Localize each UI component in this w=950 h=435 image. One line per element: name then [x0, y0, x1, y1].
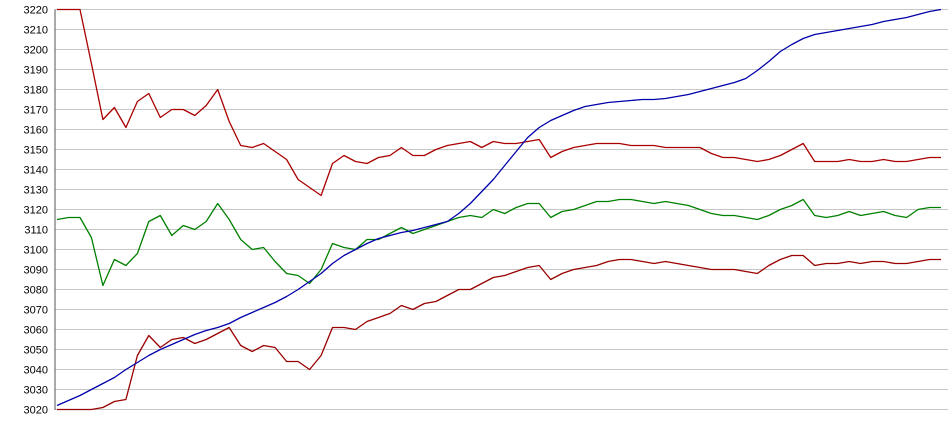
y-axis-tick-label: 3040: [24, 365, 48, 377]
y-axis-tick-label: 3140: [24, 165, 48, 177]
y-axis-tick-label: 3210: [24, 25, 48, 37]
y-axis-tick-label: 3050: [24, 345, 48, 357]
series-line-blue: [56, 8, 942, 407]
y-axis-tick-label: 3080: [24, 285, 48, 297]
y-axis-tick-label: 3090: [24, 265, 48, 277]
y-axis-tick-label: 3060: [24, 325, 48, 337]
y-axis-tick-label: 3030: [24, 385, 48, 397]
y-axis-tick-label: 3130: [24, 185, 48, 197]
y-axis-tick-label: 3220: [24, 5, 48, 17]
y-axis-tick-label: 3200: [24, 45, 48, 57]
y-axis-tick-label: 3100: [24, 245, 48, 257]
y-axis-tick-label: 3020: [24, 405, 48, 417]
series-line-green: [56, 198, 941, 287]
y-axis-tick-label: 3150: [24, 145, 48, 157]
series-line-lower-red: [57, 254, 941, 411]
y-axis-tick-label: 3070: [24, 305, 48, 317]
series-line-upper-red: [57, 8, 941, 197]
y-axis-tick-label: 3190: [24, 65, 48, 77]
y-axis-tick-label: 3120: [24, 205, 48, 217]
y-axis-tick-label: 3110: [24, 225, 48, 237]
y-axis-tick-label: 3160: [24, 125, 48, 137]
y-axis-tick-label: 3180: [24, 85, 48, 97]
y-axis-tick-label: 3170: [24, 105, 48, 117]
